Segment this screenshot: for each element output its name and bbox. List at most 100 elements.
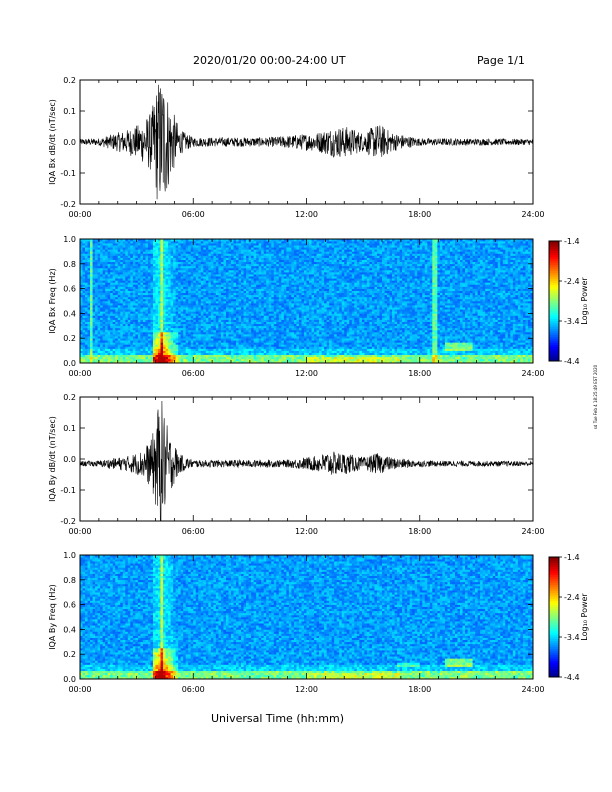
- spectrogram-cell: [178, 315, 181, 318]
- spectrogram-cell: [178, 272, 181, 275]
- spectrogram-cell: [145, 303, 149, 306]
- spectrogram-cell: [105, 315, 108, 318]
- spectrogram-cell: [147, 360, 151, 364]
- spectrogram-cell: [120, 323, 124, 327]
- spectrogram-cell: [100, 292, 103, 296]
- spectrogram-cell: [218, 352, 222, 356]
- spectrogram-cell: [155, 303, 159, 306]
- spectrogram-cell: [263, 344, 267, 347]
- spectrogram-cell: [117, 255, 121, 258]
- spectrogram-cell: [87, 332, 91, 335]
- spectrogram-cell: [223, 257, 227, 260]
- spectrogram-cell: [85, 292, 88, 296]
- spectrogram-cell: [261, 311, 265, 314]
- spectrogram-cell: [268, 251, 272, 254]
- spectrogram-cell: [243, 307, 247, 310]
- spectrogram-cell: [241, 313, 244, 316]
- spectrogram-cell: [170, 340, 174, 343]
- spectrogram-cell: [251, 323, 254, 327]
- spectrogram-cell: [246, 348, 249, 351]
- spectrogram-cell: [117, 317, 121, 320]
- spectrogram-cell: [178, 286, 181, 289]
- spectrogram-cell: [90, 286, 93, 289]
- spectrogram-cell: [150, 247, 154, 250]
- spectrogram-cell: [132, 251, 136, 254]
- spectrogram-cell: [137, 358, 141, 362]
- spectrogram-cell: [142, 272, 146, 275]
- spectrogram-cell: [253, 311, 257, 314]
- spectrogram-cell: [130, 274, 134, 277]
- spectrogram-cell: [168, 360, 171, 364]
- spectrogram-cell: [195, 239, 199, 242]
- spectrogram-cell: [283, 247, 287, 250]
- spectrogram-cell: [155, 358, 159, 362]
- spectrogram-cell: [120, 267, 124, 271]
- spectrogram-cell: [253, 245, 257, 248]
- spectrogram-cell: [82, 249, 86, 252]
- spectrogram-cell: [142, 263, 146, 267]
- spectrogram-cell: [125, 274, 129, 277]
- spectrogram-cell: [163, 245, 166, 248]
- spectrogram-cell: [145, 261, 149, 265]
- spectrogram-cell: [215, 276, 219, 279]
- spectrogram-cell: [198, 284, 202, 287]
- spectrogram-cell: [130, 255, 134, 258]
- spectrogram-cell: [87, 278, 91, 281]
- spectrogram-cell: [183, 354, 186, 358]
- spectrogram-cell: [132, 280, 136, 283]
- spectrogram-cell: [170, 342, 174, 345]
- spectrogram-cell: [238, 350, 242, 353]
- spectrogram-cell: [243, 323, 247, 327]
- spectrogram-cell: [135, 255, 139, 258]
- spectrogram-cell: [208, 270, 212, 273]
- spectrogram-cell: [122, 253, 126, 256]
- spectrogram-cell: [231, 270, 234, 273]
- spectrogram-cell: [158, 290, 161, 294]
- spectrogram-cell: [193, 251, 197, 254]
- spectrogram-cell: [147, 334, 151, 337]
- spectrogram-cell: [120, 315, 124, 318]
- spectrogram-cell: [155, 344, 159, 347]
- spectrogram-cell: [158, 360, 161, 364]
- spectrogram-cell: [246, 334, 249, 337]
- spectrogram-cell: [90, 354, 93, 358]
- spectrogram-cell: [168, 282, 171, 285]
- spectrogram-cell: [80, 265, 83, 269]
- spectrogram-cell: [200, 301, 204, 304]
- spectrogram-cell: [127, 311, 131, 314]
- spectrogram-cell: [110, 338, 114, 341]
- spectrogram-cell: [198, 311, 202, 314]
- spectrogram-cell: [205, 301, 209, 304]
- spectrogram-cell: [213, 255, 217, 258]
- spectrogram-cell: [90, 325, 93, 329]
- spectrogram-cell: [105, 261, 108, 265]
- spectrogram-cell: [145, 317, 149, 320]
- spectrogram-cell: [145, 323, 149, 327]
- spectrogram-cell: [90, 342, 93, 345]
- spectrogram-cell: [170, 305, 174, 308]
- spectrogram-cell: [97, 270, 101, 273]
- spectrogram-cell: [253, 247, 257, 250]
- spectrogram-cell: [100, 342, 103, 345]
- spectrogram-cell: [266, 265, 270, 269]
- spectrogram-cell: [140, 338, 144, 341]
- spectrogram-cell: [195, 249, 199, 252]
- spectrogram-cell: [122, 284, 126, 287]
- spectrogram-cell: [225, 301, 229, 304]
- spectrogram-cell: [163, 290, 166, 294]
- spectrogram-cell: [261, 332, 265, 335]
- spectrogram-cell: [188, 278, 192, 281]
- spectrogram-cell: [263, 267, 267, 271]
- spectrogram-cell: [208, 311, 212, 314]
- spectrogram-cell: [140, 354, 144, 358]
- spectrogram-cell: [205, 296, 209, 300]
- spectrogram-cell: [218, 309, 222, 312]
- spectrogram-cell: [220, 325, 224, 329]
- spectrogram-cell: [145, 298, 149, 302]
- spectrogram-cell: [150, 311, 154, 314]
- panel-0-ytick-label: -0.2: [60, 200, 76, 209]
- spectrogram-cell: [183, 298, 186, 302]
- spectrogram-cell: [82, 294, 86, 298]
- spectrogram-cell: [248, 278, 252, 281]
- spectrogram-cell: [271, 309, 275, 312]
